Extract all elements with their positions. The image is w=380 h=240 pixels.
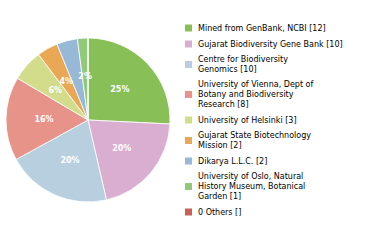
- svg-text:25%: 25%: [110, 85, 129, 94]
- svg-text:University of Oslo, Natural: University of Oslo, Natural: [198, 172, 303, 181]
- svg-text:6%: 6%: [48, 86, 62, 95]
- svg-text:Mission [2]: Mission [2]: [198, 141, 242, 150]
- svg-text:History Museum, Botanical: History Museum, Botanical: [198, 182, 305, 191]
- svg-text:20%: 20%: [112, 144, 131, 153]
- svg-text:Research [8]: Research [8]: [198, 100, 249, 109]
- svg-text:Gujarat Biodiversity Gene Bank: Gujarat Biodiversity Gene Bank [10]: [198, 40, 343, 49]
- svg-text:20%: 20%: [60, 156, 79, 165]
- svg-text:Gujarat State Biotechnology: Gujarat State Biotechnology: [198, 131, 311, 140]
- svg-text:Genomics [10]: Genomics [10]: [198, 65, 257, 74]
- svg-text:University of Helsinki [3]: University of Helsinki [3]: [198, 116, 297, 125]
- svg-text:4%: 4%: [59, 77, 73, 86]
- svg-text:16%: 16%: [34, 115, 53, 124]
- svg-text:Botany and Biodiversity: Botany and Biodiversity: [198, 90, 294, 99]
- svg-text:Mined from GenBank, NCBI [12]: Mined from GenBank, NCBI [12]: [198, 24, 326, 33]
- svg-text:0 Others []: 0 Others []: [198, 208, 241, 217]
- svg-text:Garden [1]: Garden [1]: [198, 192, 241, 201]
- svg-text:University of Vienna, Dept of: University of Vienna, Dept of: [198, 80, 313, 89]
- svg-text:Dikarya L.L.C. [2]: Dikarya L.L.C. [2]: [198, 157, 267, 166]
- svg-text:Centre for Biodiversity: Centre for Biodiversity: [198, 55, 288, 64]
- svg-text:2%: 2%: [78, 72, 92, 81]
